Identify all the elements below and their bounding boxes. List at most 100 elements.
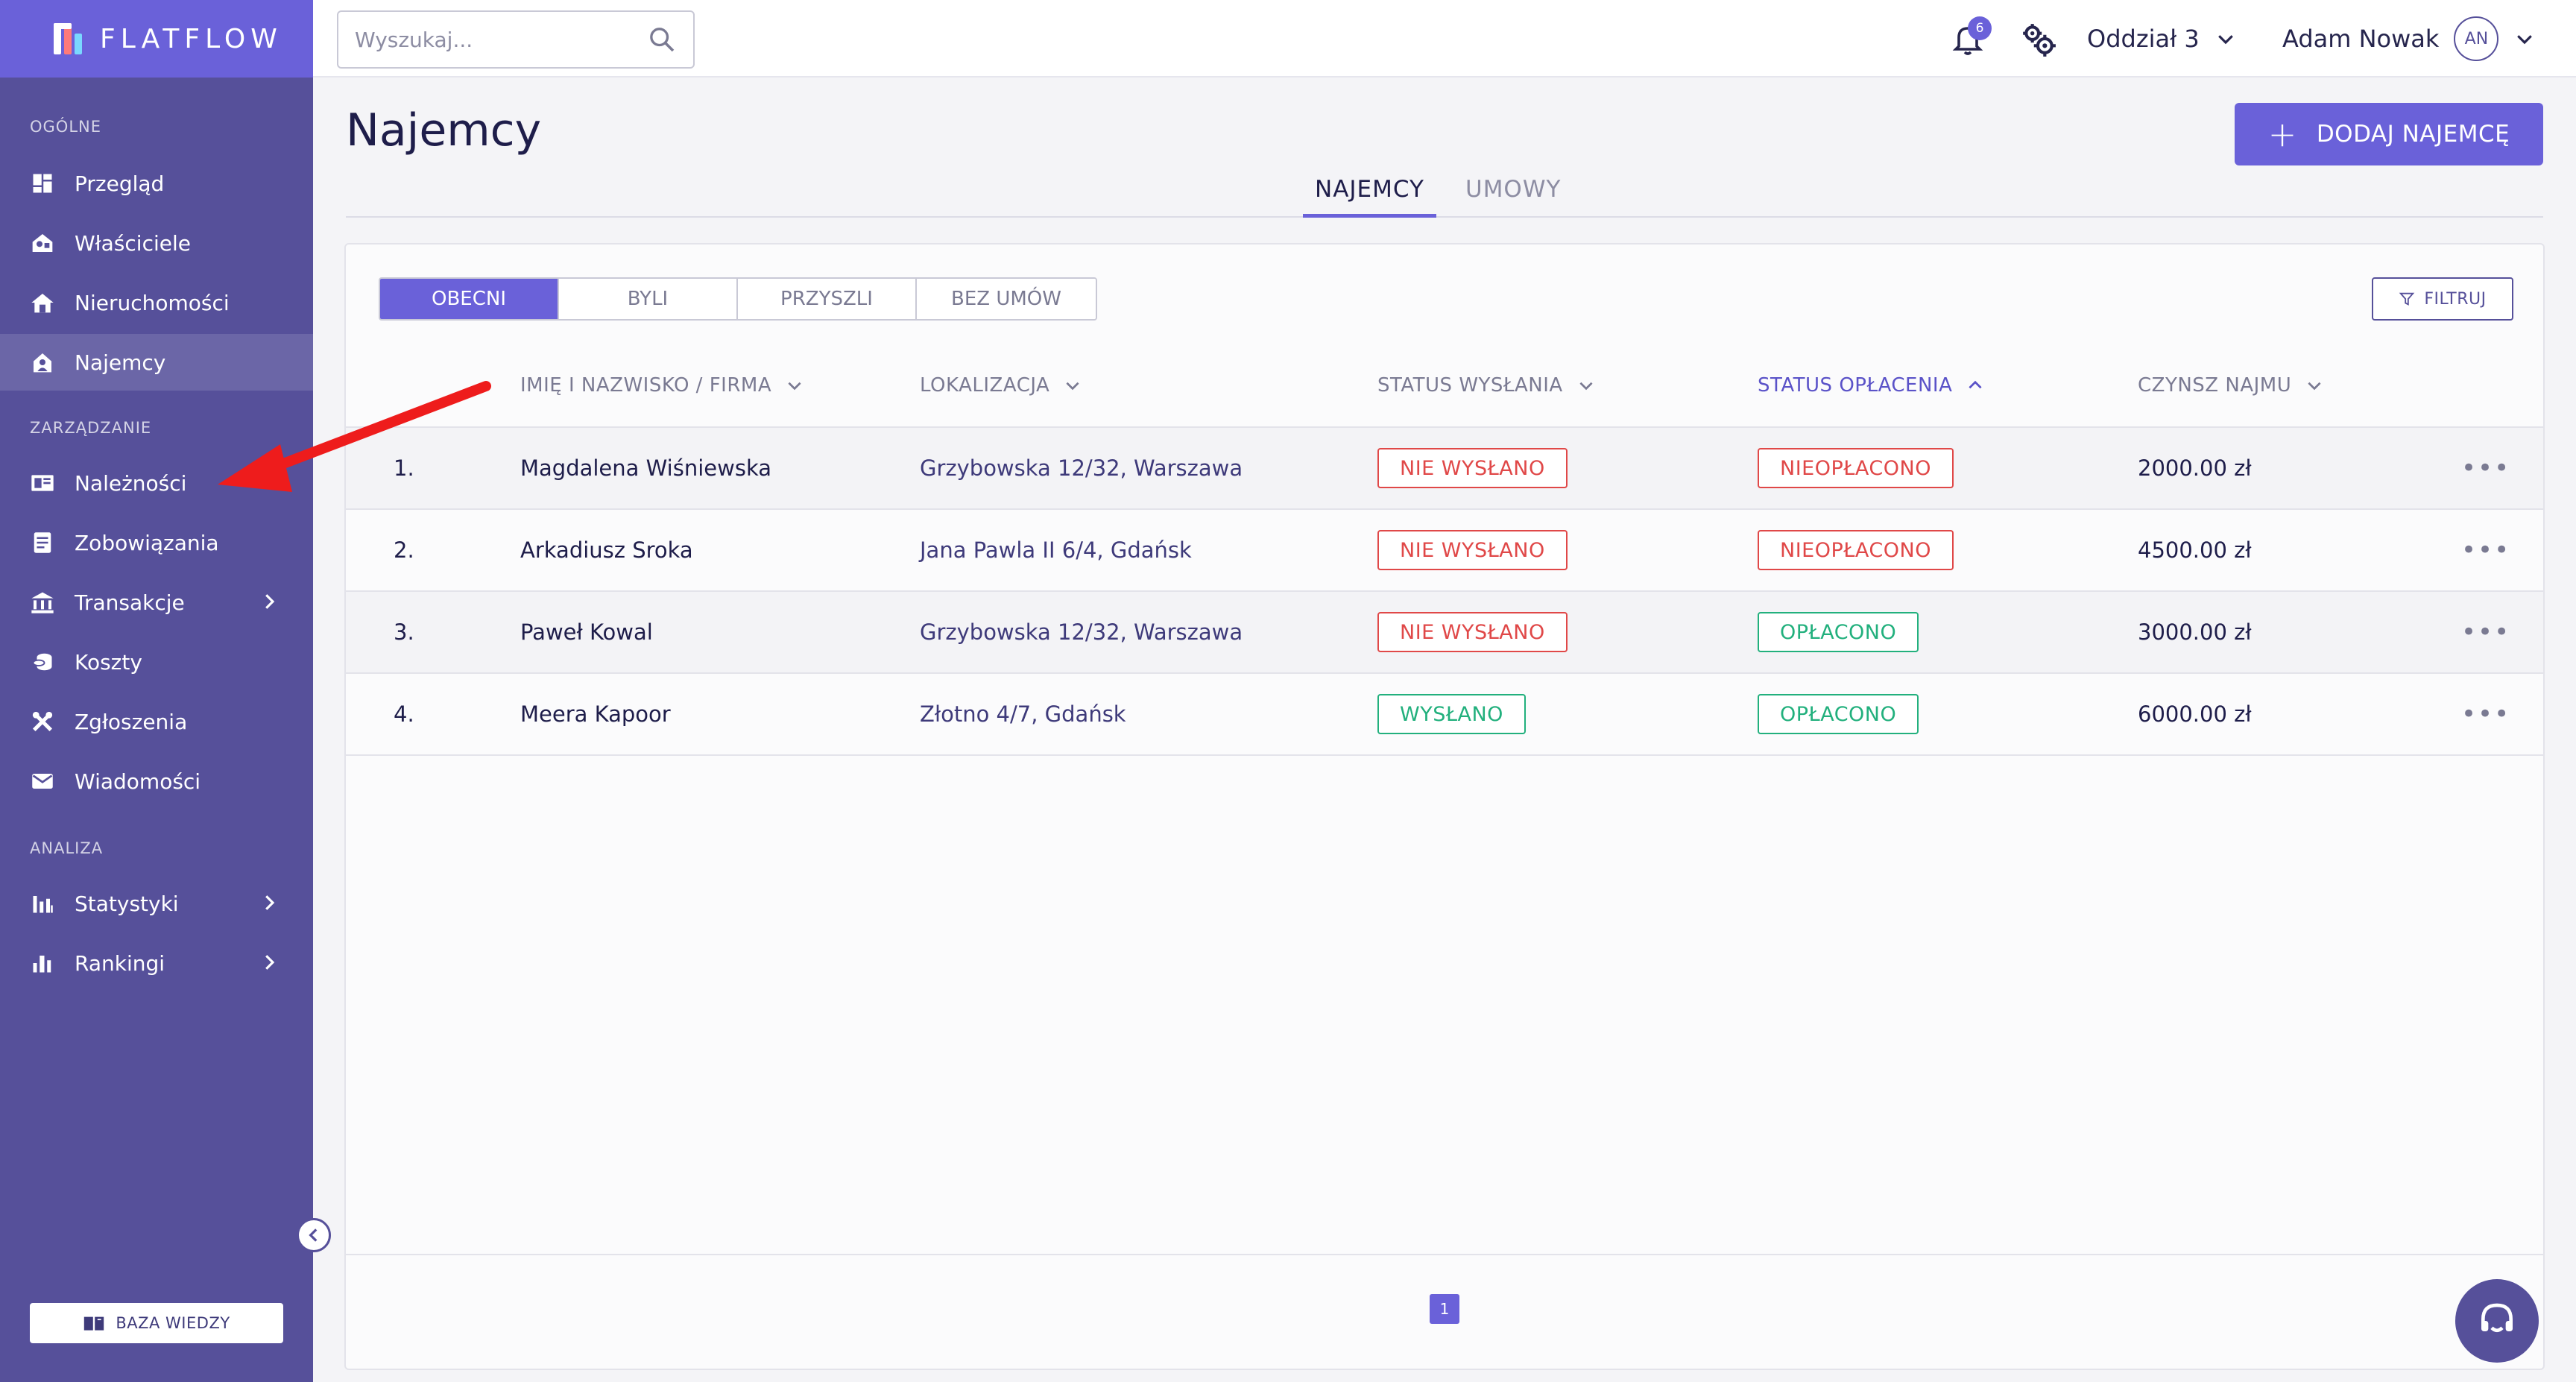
chevron-right-icon: [265, 955, 275, 970]
sidebar-item-tickets[interactable]: Zgłoszenia: [0, 693, 313, 750]
notification-badge: 6: [1968, 16, 1992, 40]
paid-status-badge: OPŁACONO: [1758, 612, 1919, 652]
table-row[interactable]: 1. Magdalena Wiśniewska Grzybowska 12/32…: [346, 428, 2543, 510]
nav-section-general: OGÓLNE: [30, 118, 102, 136]
tenant-location: Złotno 4/7, Gdańsk: [920, 701, 1126, 727]
sidebar-item-properties[interactable]: Nieruchomości: [0, 274, 313, 331]
user-menu[interactable]: Adam Nowak AN: [2282, 15, 2536, 63]
column-label: CZYNSZ NAJMU: [2138, 374, 2292, 397]
branch-name: Oddział 3: [2087, 25, 2200, 53]
row-menu-icon[interactable]: •••: [2461, 617, 2511, 647]
chevron-up-icon: [1969, 380, 1982, 389]
nav-section-analysis: ANALIZA: [30, 839, 104, 857]
row-menu-icon[interactable]: •••: [2461, 453, 2511, 483]
column-header-sent-status[interactable]: STATUS WYSŁANIA: [1377, 374, 1596, 397]
column-header-rent[interactable]: CZYNSZ NAJMU: [2138, 374, 2324, 397]
chevron-left-icon: [309, 1228, 318, 1242]
support-chat-button[interactable]: [2455, 1279, 2539, 1363]
sidebar-item-liabilities[interactable]: Zobowiązania: [0, 514, 313, 571]
segment-former[interactable]: BYLI: [559, 279, 738, 319]
sidebar-item-tenants[interactable]: Najemcy: [0, 334, 313, 391]
tenants-card: OBECNI BYLI PRZYSZLI BEZ UMÓW FILTRUJ IM…: [344, 243, 2545, 1370]
sidebar-item-label: Zobowiązania: [75, 530, 219, 555]
chevron-down-icon: [2308, 382, 2321, 391]
stats-icon: [30, 891, 55, 916]
filter-icon: [2399, 292, 2415, 306]
tenant-name[interactable]: Meera Kapoor: [520, 701, 671, 727]
dashboard-icon: [30, 171, 55, 196]
tenant-name[interactable]: Magdalena Wiśniewska: [520, 455, 772, 481]
table-row[interactable]: 4. Meera Kapoor Złotno 4/7, Gdańsk WYSŁA…: [346, 674, 2543, 756]
row-index: 2.: [394, 537, 414, 563]
coins-icon: [30, 649, 55, 675]
chevron-down-icon: [2517, 35, 2533, 45]
row-index: 3.: [394, 619, 414, 645]
sidebar-item-label: Statystyki: [75, 891, 179, 916]
sidebar-item-messages[interactable]: Wiadomości: [0, 753, 313, 810]
branch-selector[interactable]: Oddział 3: [2087, 18, 2237, 60]
rent-amount: 2000.00 zł: [2138, 455, 2252, 481]
tools-icon: [30, 709, 55, 734]
tenant-location: Grzybowska 12/32, Warszawa: [920, 619, 1243, 645]
sidebar-item-rankings[interactable]: Rankingi: [0, 935, 313, 991]
sidebar-item-overview[interactable]: Przegląd: [0, 155, 313, 212]
tab-contracts[interactable]: UMOWY: [1465, 176, 1562, 203]
sidebar-item-label: Transakcje: [75, 590, 185, 615]
add-tenant-button[interactable]: + DODAJ NAJEMCĘ: [2235, 103, 2543, 165]
sent-status-badge: NIE WYSŁANO: [1377, 612, 1568, 652]
headset-icon: [2481, 1303, 2513, 1333]
segment-future[interactable]: PRZYSZLI: [738, 279, 917, 319]
sidebar-item-label: Nieruchomości: [75, 290, 230, 315]
tab-tenants[interactable]: NAJEMCY: [1303, 176, 1436, 218]
row-menu-icon[interactable]: •••: [2461, 699, 2511, 729]
column-header-name[interactable]: IMIĘ I NAZWISKO / FIRMA: [520, 374, 804, 397]
rent-amount: 6000.00 zł: [2138, 701, 2252, 727]
segment-current[interactable]: OBECNI: [380, 279, 559, 319]
column-header-paid-status[interactable]: STATUS OPŁACENIA: [1758, 374, 1985, 397]
annotation-arrow: [218, 381, 491, 492]
sidebar-item-owners[interactable]: Właściciele: [0, 215, 313, 271]
mail-icon: [30, 769, 55, 794]
tenant-name[interactable]: Arkadiusz Sroka: [520, 537, 693, 563]
sidebar-item-transactions[interactable]: Transakcje: [0, 574, 313, 631]
table-header: IMIĘ I NAZWISKO / FIRMA LOKALIZACJA STAT…: [346, 349, 2543, 428]
table-row[interactable]: 2. Arkadiusz Sroka Jana Pawla II 6/4, Gd…: [346, 510, 2543, 592]
sidebar-item-label: Właściciele: [75, 230, 191, 256]
tenant-location: Jana Pawla II 6/4, Gdańsk: [920, 537, 1192, 563]
sidebar-item-statistics[interactable]: Statystyki: [0, 875, 313, 932]
sidebar-item-costs[interactable]: Koszty: [0, 634, 313, 690]
search-icon[interactable]: [647, 25, 677, 54]
bank-icon: [30, 590, 55, 615]
chevron-down-icon: [788, 382, 801, 391]
rent-amount: 3000.00 zł: [2138, 619, 2252, 645]
ranking-icon: [30, 950, 55, 976]
property-icon: [30, 290, 55, 315]
knowledge-base-button[interactable]: BAZA WIEDZY: [30, 1303, 283, 1343]
tenant-location: Grzybowska 12/32, Warszawa: [920, 455, 1243, 481]
search-box[interactable]: [337, 10, 695, 69]
sidebar-item-label: Najemcy: [75, 350, 166, 375]
sent-status-badge: NIE WYSŁANO: [1377, 530, 1568, 570]
sidebar-item-label: Wiadomości: [75, 769, 201, 794]
sidebar-item-label: Zgłoszenia: [75, 709, 188, 734]
sent-status-badge: NIE WYSŁANO: [1377, 448, 1568, 488]
user-name: Adam Nowak: [2282, 25, 2440, 53]
column-header-location[interactable]: LOKALIZACJA: [920, 374, 1082, 397]
tenant-name[interactable]: Paweł Kowal: [520, 619, 653, 645]
row-index: 1.: [394, 455, 414, 481]
liabilities-icon: [30, 530, 55, 555]
segment-no-contracts[interactable]: BEZ UMÓW: [917, 279, 1096, 319]
filter-button[interactable]: FILTRUJ: [2372, 277, 2513, 321]
receivables-icon: [30, 470, 55, 496]
search-input[interactable]: [355, 27, 647, 52]
sidebar-item-label: Przegląd: [75, 171, 165, 196]
sidebar-item-receivables[interactable]: Należności: [0, 455, 313, 511]
page-number-button[interactable]: 1: [1430, 1294, 1459, 1324]
pagination-divider: [346, 1254, 2543, 1255]
row-menu-icon[interactable]: •••: [2461, 535, 2511, 565]
settings-gears-icon[interactable]: [2020, 21, 2057, 58]
collapse-sidebar-button[interactable]: [297, 1218, 331, 1252]
table-row[interactable]: 3. Paweł Kowal Grzybowska 12/32, Warszaw…: [346, 592, 2543, 674]
chevron-right-icon: [265, 594, 275, 609]
logo-bar[interactable]: FLATFLOW: [0, 0, 313, 78]
